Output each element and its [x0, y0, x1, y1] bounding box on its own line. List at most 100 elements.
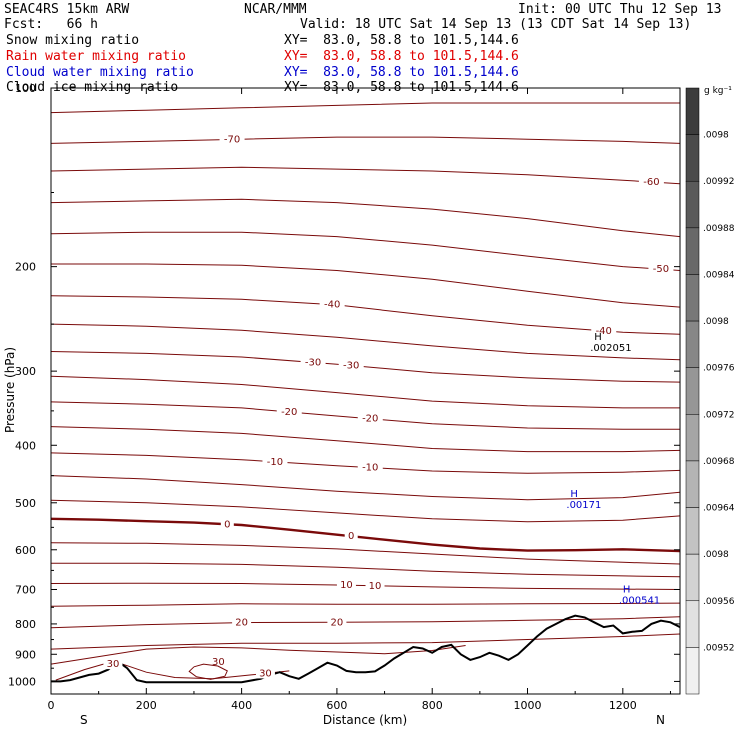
isotherm-3: [50, 198, 681, 238]
colorbar-label-8: .00964: [703, 504, 735, 514]
x-tick-label-5: 1000: [514, 699, 542, 712]
colorbar-swatch-6: [685, 367, 700, 415]
field-name-cloud-water: Cloud water mixing ratio: [6, 65, 194, 80]
y-tick-label-7: 800: [15, 618, 36, 631]
y-tick-label-3: 400: [15, 439, 36, 452]
isotherm-label-bg: [338, 359, 364, 371]
isotherm-label-bg: [276, 405, 302, 417]
isotherm-label-18-0: 10: [340, 580, 353, 591]
colorbar-label-4: .0098: [703, 317, 729, 327]
colorbar-swatch-2: [685, 180, 700, 229]
center-name: NCAR/MMM: [244, 2, 307, 17]
closed-isotherm-0: [188, 663, 228, 680]
isotherm-label-23-1: 30: [259, 668, 272, 679]
contour-label-layer: -70 -60 -50 -40 -40 -30 -30 -20 -20 -10 -10 0 0 10 10 2…: [103, 133, 674, 679]
isotherm-12: [50, 452, 681, 474]
isotherm-label-bg: [300, 356, 326, 368]
isotherm-label-bg: [103, 658, 123, 670]
isotherm-label-bg: [336, 579, 356, 591]
colorbar-swatch-10: [685, 553, 700, 602]
isotherm-label-bg: [365, 579, 385, 591]
isotherm-7: [50, 323, 681, 361]
isotherm-15: [50, 517, 681, 553]
terrain-layer: [51, 614, 681, 684]
isotherm-label-1-0: -70: [224, 134, 240, 145]
isotherm-label-bg: [220, 518, 234, 530]
isotherm-label-18-1: 10: [369, 581, 382, 592]
x-tick-label-4: 800: [422, 699, 443, 712]
isotherm-14: [50, 499, 681, 523]
isotherm-18: [50, 582, 681, 590]
isotherm-label-20-1: 20: [331, 617, 344, 628]
colorbar-label-11: .00952: [703, 643, 735, 653]
colorbar-label-10: .00956: [703, 597, 735, 607]
y-tick-label-0: 100: [15, 82, 36, 95]
isotherm-label-bg: [327, 616, 347, 628]
isotherm-9: [50, 375, 680, 409]
colorbar-swatch-8: [685, 460, 700, 508]
isotherm-label-12-0: -10: [267, 457, 283, 468]
init-time: Init: 00 UTC Thu 12 Sep 13: [518, 2, 722, 17]
terrain-line: [51, 614, 681, 684]
colorbar-label-5: .00976: [703, 364, 735, 374]
isotherm-label-bg: [357, 412, 383, 424]
isotherm-23: [55, 663, 290, 681]
isotherm-label-4-0: -50: [653, 264, 669, 275]
isotherm-6: [50, 295, 681, 335]
isotherm-label-bg: [219, 133, 245, 145]
isotherm-22: [50, 645, 466, 665]
isotherm-1: [50, 136, 681, 144]
high-marker-0: H: [594, 332, 602, 343]
x-axis-title: Distance (km): [323, 713, 407, 727]
valid-time: Valid: 18 UTC Sat 14 Sep 13 (13 CDT Sat …: [300, 17, 692, 32]
colorbar-swatch-4: [685, 274, 700, 322]
isotherm-label-bg: [255, 667, 275, 679]
colorbar-label-2: .00988: [703, 224, 735, 234]
isotherm-11: [50, 426, 681, 453]
colorbar-label-9: .0098: [703, 550, 729, 560]
colorbar-swatch-1: [685, 134, 700, 182]
colorbar-swatch-5: [685, 320, 700, 368]
y-tick-label-9: 1000: [8, 675, 36, 688]
x-tick-label-3: 600: [326, 699, 347, 712]
isotherm-label-bg: [648, 263, 674, 275]
isotherm-label-15-1: 0: [348, 531, 354, 542]
model-name: SEAC4RS 15km ARW: [4, 2, 130, 17]
closed-isotherm-label-0: 30: [212, 657, 225, 668]
high-marker-2: H: [623, 585, 631, 596]
end-label-left: S: [80, 713, 88, 727]
y-tick-label-5: 600: [15, 544, 36, 557]
colorbar-label-7: .00968: [703, 457, 735, 467]
colorbar-label-6: .00972: [703, 410, 735, 420]
isotherm-label-6-0: -40: [324, 300, 340, 311]
isotherm-label-bg: [638, 175, 664, 187]
plot-frame: [50, 87, 681, 695]
isotherm-19: [50, 602, 681, 607]
x-tick-label-1: 200: [136, 699, 157, 712]
field-xy-rain: XY= 83.0, 58.8 to 101.5,144.6: [284, 49, 519, 64]
isotherm-layer: [50, 102, 681, 681]
field-name-snow: Snow mixing ratio: [6, 33, 140, 48]
isotherm-label-15-0: 0: [224, 519, 230, 530]
axes-layer: 0 200 400 600 800 1000 12001002003004005006007…: [8, 82, 680, 712]
isotherm-label-10-0: -20: [281, 407, 297, 418]
colorbar-swatch-7: [685, 414, 700, 462]
isotherm-label-20-0: 20: [235, 618, 248, 629]
isotherm-16: [50, 542, 681, 565]
isotherm-label-bg: [357, 461, 383, 473]
isotherm-label-2-0: -60: [643, 177, 659, 188]
isotherm-0: [50, 102, 680, 114]
isotherm-label-bg: [591, 324, 617, 336]
colorbar: .0098 .00992 .00988 .00984 .0098 .00976 .00972…: [685, 87, 735, 695]
colorbar-swatch-3: [685, 227, 700, 275]
isotherm-5: [51, 263, 681, 308]
field-xy-snow: XY= 83.0, 58.8 to 101.5,144.6: [284, 33, 519, 48]
field-xy-cloud-water: XY= 83.0, 58.8 to 101.5,144.6: [284, 65, 519, 80]
high-value-2: .000541: [619, 596, 660, 607]
x-tick-label-0: 0: [48, 699, 55, 712]
isotherm-label-bg: [262, 455, 288, 467]
isotherm-label-8-1: -30: [343, 360, 359, 371]
y-tick-label-6: 700: [15, 584, 36, 597]
